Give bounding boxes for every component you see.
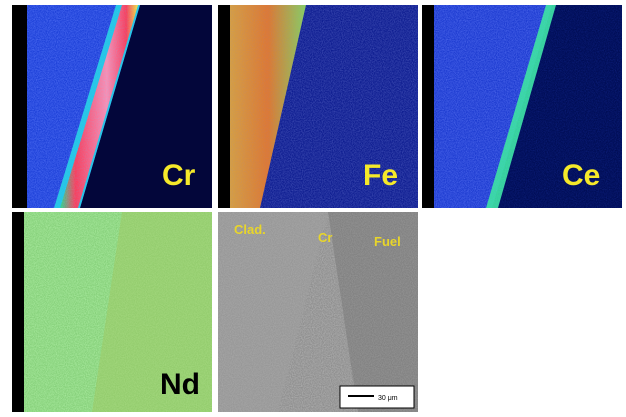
region-label: Fuel: [374, 234, 401, 249]
fe-map: Fe: [218, 5, 418, 208]
region-label: Clad.: [234, 222, 266, 237]
element-label: Fe: [363, 159, 398, 192]
cr-map: Cr: [12, 5, 212, 208]
sem-image: Clad. Cr Fuel 30 μm: [218, 212, 418, 412]
figure: Cr Fe Ce Nd Clad. Cr Fuel 30 μm: [0, 0, 626, 417]
element-label: Cr: [162, 159, 196, 192]
scale-bar-label: 30 μm: [378, 395, 398, 402]
element-label: Ce: [562, 159, 600, 192]
element-label: Nd: [160, 368, 200, 401]
region-label: Cr: [318, 230, 332, 245]
ce-map: Ce: [422, 5, 622, 208]
nd-map: Nd: [12, 212, 212, 412]
